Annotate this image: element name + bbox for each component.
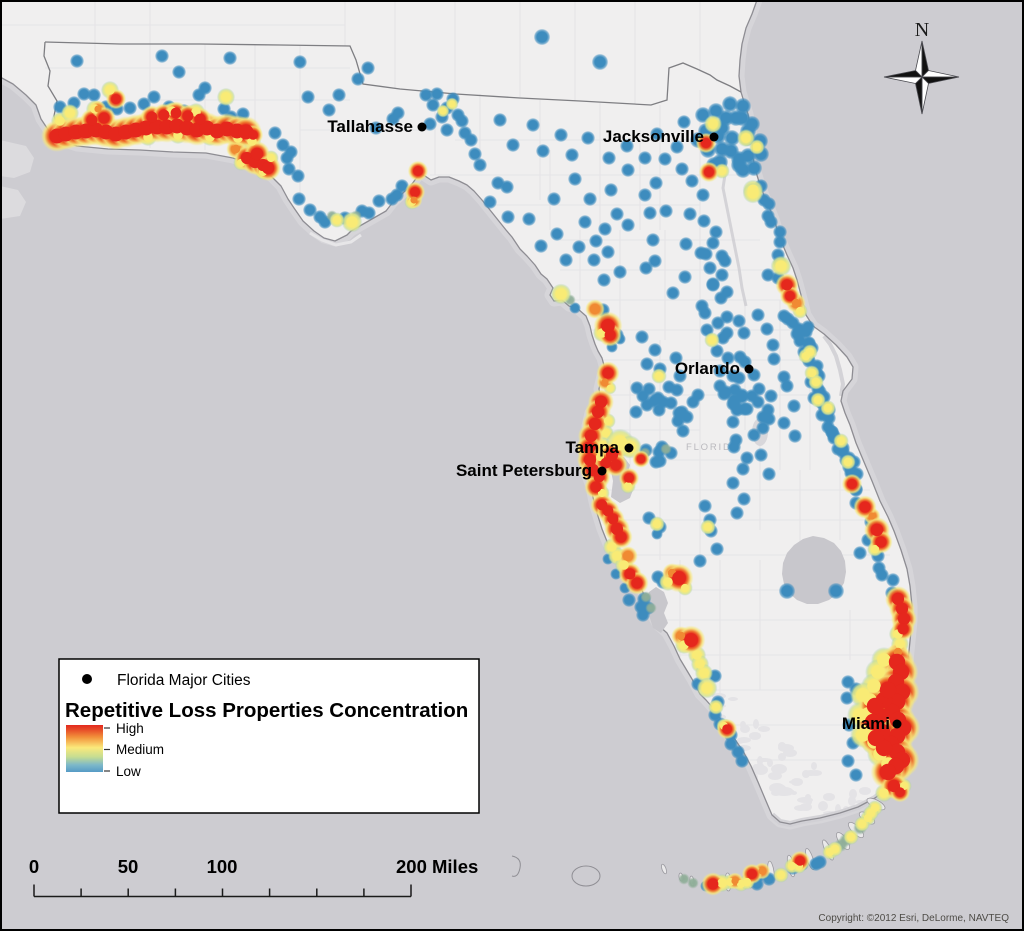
svg-text:Copyright: ©2012 Esri, DeLorme: Copyright: ©2012 Esri, DeLorme, NAVTEQ [818,913,1009,924]
svg-text:N: N [915,19,929,41]
svg-text:100: 100 [207,856,238,877]
svg-text:Jacksonville: Jacksonville [603,127,704,146]
svg-text:High: High [116,721,144,736]
svg-text:Saint Petersburg: Saint Petersburg [456,461,592,480]
svg-text:0: 0 [29,856,39,877]
svg-text:Repetitive Loss Properties Con: Repetitive Loss Properties Concentration [65,699,468,722]
svg-text:Orlando: Orlando [675,359,740,378]
svg-text:Florida Major Cities: Florida Major Cities [117,672,251,689]
svg-text:Tampa: Tampa [565,438,619,457]
svg-text:50: 50 [118,856,139,877]
svg-text:200 Miles: 200 Miles [396,856,478,877]
svg-text:FLORIDA: FLORIDA [686,442,740,453]
svg-text:Tallahasse: Tallahasse [327,117,413,136]
svg-text:Miami: Miami [842,714,890,733]
svg-text:Low: Low [116,764,141,779]
svg-text:Medium: Medium [116,742,164,757]
